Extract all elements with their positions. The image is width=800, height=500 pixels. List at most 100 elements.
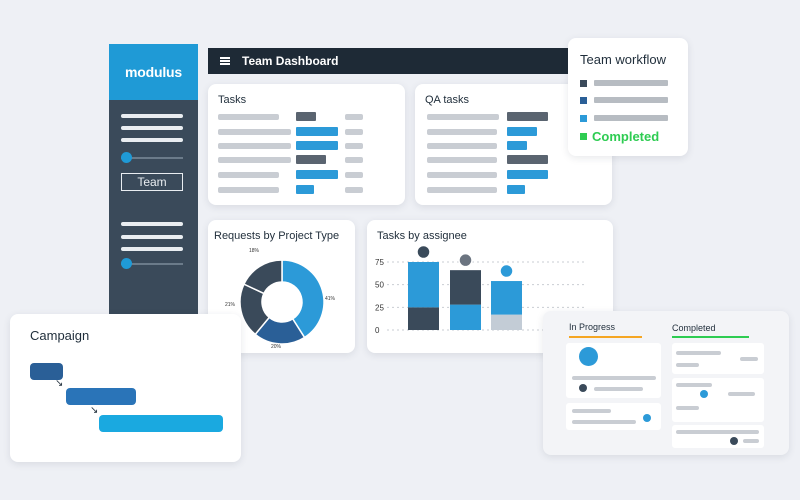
task-name: [218, 143, 291, 149]
page-title: Team Dashboard: [242, 54, 339, 68]
task-name: [427, 172, 497, 178]
kanban-card[interactable]: [566, 343, 661, 398]
sidebar-item[interactable]: [121, 235, 183, 239]
status-dot: [643, 414, 651, 422]
team-button[interactable]: Team: [121, 173, 183, 191]
bar-segment: [408, 307, 439, 330]
workflow-row: [580, 79, 668, 87]
y-tick-label: 25: [375, 303, 384, 312]
donut-chart: 41% 20% 21% 18%: [225, 248, 336, 350]
card-line: [676, 383, 712, 387]
task-meta: [345, 187, 363, 193]
gantt-bar[interactable]: [30, 363, 63, 380]
task-name: [218, 172, 279, 178]
avatar: [579, 347, 598, 366]
kanban-card[interactable]: [672, 343, 764, 374]
workflow-completed: Completed: [580, 129, 659, 144]
campaign-card: Campaign ↘ ↘: [10, 314, 241, 462]
card-line: [676, 430, 759, 434]
kanban-card[interactable]: [672, 378, 764, 422]
top-bar: Team Dashboard: [208, 48, 610, 74]
assignee-avatar: [416, 244, 431, 260]
task-block: [507, 127, 537, 136]
gantt-bar[interactable]: [99, 415, 223, 432]
bar-segment: [450, 304, 481, 330]
workflow-title: Team workflow: [580, 52, 666, 67]
task-meta: [345, 143, 363, 149]
kanban-card[interactable]: [672, 425, 764, 448]
kanban-card[interactable]: [566, 403, 661, 430]
status-square: [580, 79, 587, 87]
task-block: [507, 112, 548, 121]
card-line: [572, 409, 611, 413]
sidebar-item[interactable]: [121, 247, 183, 251]
sidebar: modulus Team: [109, 44, 198, 324]
y-tick-label: 0: [375, 326, 380, 335]
workflow-bar: [594, 115, 668, 121]
assignee-avatar: [458, 252, 473, 268]
slider-handle[interactable]: [121, 258, 132, 269]
campaign-title: Campaign: [30, 328, 90, 343]
card-line: [572, 420, 636, 424]
tasks-title: Tasks: [218, 94, 247, 106]
assignee-avatar: [499, 263, 514, 279]
card-line: [740, 357, 758, 361]
qa-tasks-title: QA tasks: [425, 94, 470, 106]
card-line: [728, 392, 755, 396]
sidebar-item[interactable]: [121, 222, 183, 226]
card-line: [572, 376, 656, 380]
kanban-board: In Progress Completed: [543, 311, 789, 455]
status-square: [580, 114, 587, 122]
slice-label: 21%: [225, 302, 236, 308]
task-name: [218, 129, 291, 135]
task-block: [296, 185, 314, 194]
workflow-row: [580, 96, 668, 104]
card-line: [743, 439, 759, 443]
completed-underline: [672, 336, 749, 338]
task-name: [218, 114, 279, 120]
task-meta: [345, 172, 363, 178]
bar-segment: [408, 262, 439, 308]
task-name: [427, 187, 497, 193]
logo[interactable]: modulus: [109, 44, 198, 100]
workflow-bar: [594, 97, 668, 103]
task-block: [507, 185, 525, 194]
bar-segment: [491, 314, 522, 330]
arrow-icon: ↘: [90, 405, 99, 416]
arrow-icon: ↘: [55, 378, 64, 389]
sidebar-slider[interactable]: [121, 152, 183, 163]
sidebar-item[interactable]: [121, 126, 183, 130]
task-name: [218, 157, 291, 163]
donut-slice: [242, 259, 283, 295]
slice-label: 41%: [325, 296, 336, 302]
task-meta: [345, 114, 363, 120]
completed-square: [580, 133, 587, 140]
column-title-completed: Completed: [672, 323, 716, 333]
task-block: [507, 141, 527, 150]
donut-slice: [281, 259, 325, 339]
task-meta: [345, 129, 363, 135]
menu-icon[interactable]: [220, 57, 230, 65]
tasks-card: Tasks: [208, 84, 405, 205]
assignee-title: Tasks by assignee: [377, 230, 467, 242]
card-line: [676, 406, 699, 410]
task-name: [427, 114, 499, 120]
gantt-bar[interactable]: [66, 388, 136, 405]
sidebar-item[interactable]: [121, 114, 183, 118]
card-line: [594, 387, 643, 391]
logo-text: modulus: [125, 64, 182, 80]
slider-handle[interactable]: [121, 152, 132, 163]
sidebar-item[interactable]: [121, 138, 183, 142]
task-name: [427, 143, 497, 149]
requests-title: Requests by Project Type: [214, 230, 340, 242]
status-dot: [730, 437, 738, 445]
slice-label: 18%: [249, 248, 260, 254]
completed-label: Completed: [592, 129, 660, 144]
card-line: [676, 351, 721, 355]
sidebar-slider[interactable]: [121, 258, 183, 269]
bar-segment: [491, 281, 522, 315]
task-block: [507, 155, 548, 164]
task-block: [296, 127, 338, 136]
status-dot: [579, 384, 587, 392]
task-block: [296, 155, 326, 164]
